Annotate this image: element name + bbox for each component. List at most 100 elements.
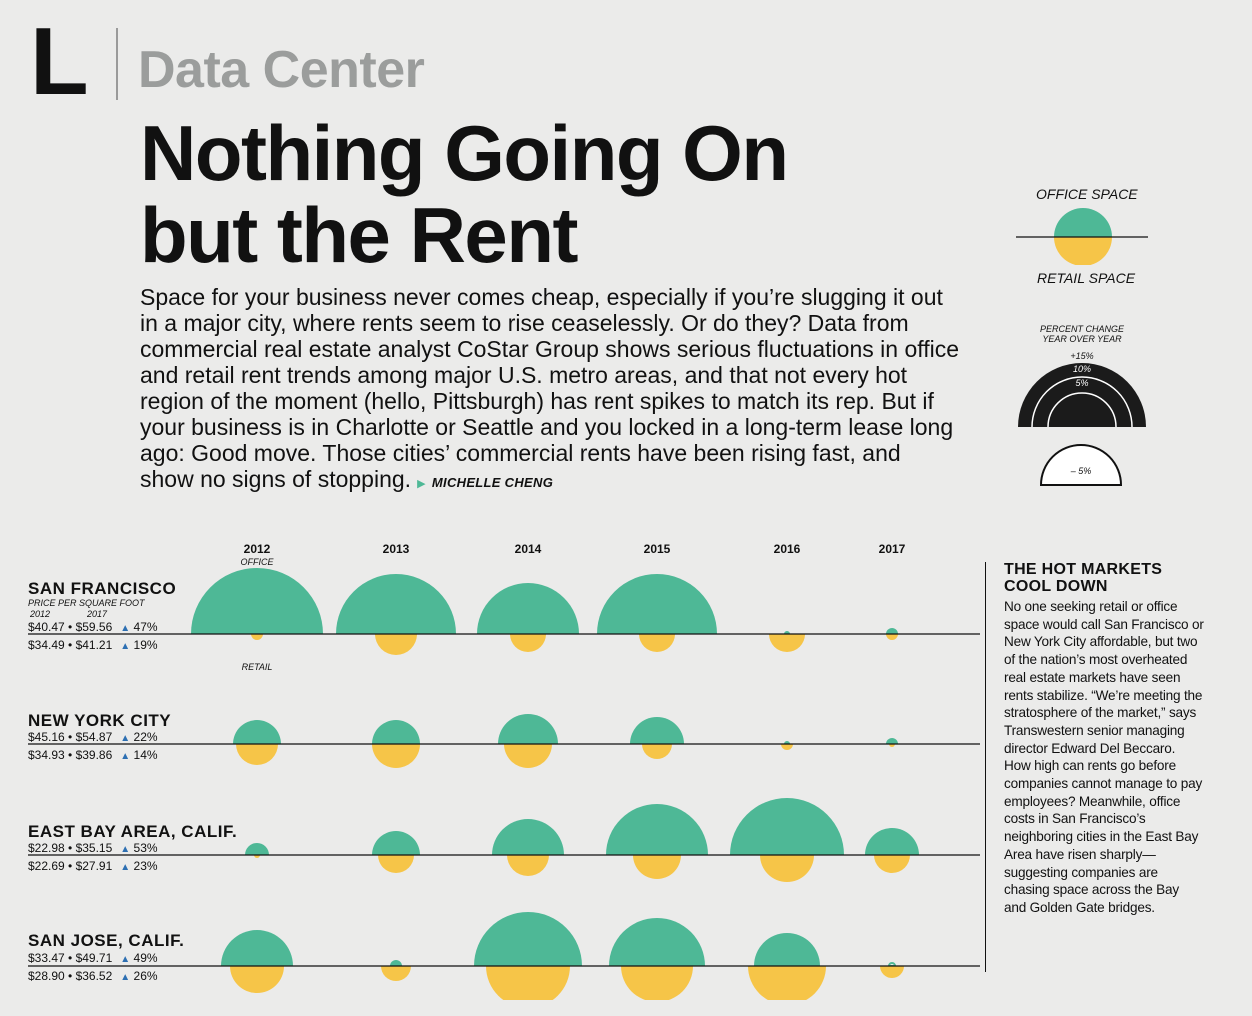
eb-retail-change: 23% xyxy=(133,859,158,873)
year-header-2014: 2014 xyxy=(514,542,542,556)
legend-office-half xyxy=(1054,208,1112,237)
retail-bubble-new-york-city-2013 xyxy=(372,744,420,768)
year-header-2013: 2013 xyxy=(382,542,410,556)
retail-bubble-new-york-city-2015 xyxy=(642,744,672,759)
scale-negative-semicircle xyxy=(1039,444,1123,486)
logo-letter: L xyxy=(30,8,89,115)
price-year-start: 2012 xyxy=(30,609,51,619)
retail-bubble-san-jose-calif-2014 xyxy=(486,966,570,1000)
legend-bubble xyxy=(1016,208,1148,265)
year-header-2017: 2017 xyxy=(878,542,906,556)
up-triangle-icon: ▲ xyxy=(120,862,131,873)
retail-bubble-new-york-city-2012 xyxy=(236,744,278,765)
office-tag: OFFICE xyxy=(240,557,274,567)
percent-change-title-line-1: PERCENT CHANGE xyxy=(1039,324,1124,334)
retail-bubble-east-bay-area-calif-2017 xyxy=(874,855,910,873)
up-triangle-icon: ▲ xyxy=(120,844,131,855)
sf-retail-prices: $34.49 • $41.21 ▲ 19% xyxy=(28,638,158,652)
nyc-office-price-range: $45.16 • $54.87 xyxy=(28,730,113,744)
office-bubble-san-francisco-2013 xyxy=(336,574,456,634)
scale-label-negative: – 5% xyxy=(1070,466,1092,476)
retail-bubble-east-bay-area-calif-2012 xyxy=(254,855,260,858)
office-bubble-new-york-city-2017 xyxy=(886,738,898,744)
office-bubble-san-francisco-2014 xyxy=(477,583,579,634)
scale-label-10: 10% xyxy=(1073,364,1091,374)
nyc-retail-prices: $34.93 • $39.86 ▲ 14% xyxy=(28,748,158,762)
year-header-2012: 2012 xyxy=(243,542,271,556)
headline-line-2: but the Rent xyxy=(140,191,578,279)
year-header-2015: 2015 xyxy=(643,542,671,556)
percent-change-title: PERCENT CHANGE YEAR OVER YEAR xyxy=(1020,324,1144,344)
price-year-end: 2017 xyxy=(87,609,108,619)
office-bubble-san-jose-calif-2016 xyxy=(754,933,820,966)
eb-office-change: 53% xyxy=(133,841,158,855)
retail-bubble-new-york-city-2014 xyxy=(504,744,552,768)
up-triangle-icon: ▲ xyxy=(120,972,131,983)
percent-change-title-line-2: YEAR OVER YEAR xyxy=(1042,334,1122,344)
office-bubble-san-francisco-2015 xyxy=(597,574,717,634)
retail-bubble-east-bay-area-calif-2014 xyxy=(507,855,549,876)
year-header-2016: 2016 xyxy=(773,542,801,556)
retail-bubble-san-francisco-2015 xyxy=(639,634,675,652)
intro-text: Space for your business never comes chea… xyxy=(140,284,960,492)
sj-retail-prices: $28.90 • $36.52 ▲ 26% xyxy=(28,969,158,983)
retail-bubble-san-francisco-2012 xyxy=(251,634,263,640)
eb-retail-price-range: $22.69 • $27.91 xyxy=(28,859,113,873)
intro-paragraph: Space for your business never comes chea… xyxy=(140,284,960,497)
nyc-retail-change: 14% xyxy=(133,748,158,762)
retail-bubble-san-jose-calif-2012 xyxy=(230,966,284,993)
sj-office-price-range: $33.47 • $49.71 xyxy=(28,951,113,965)
retail-bubble-east-bay-area-calif-2015 xyxy=(633,855,681,879)
eb-retail-prices: $22.69 • $27.91 ▲ 23% xyxy=(28,859,158,873)
sf-retail-price-range: $34.49 • $41.21 xyxy=(28,638,113,652)
section-title: Data Center xyxy=(138,41,425,99)
up-triangle-icon: ▲ xyxy=(120,751,131,762)
office-bubble-san-francisco-2016 xyxy=(784,631,790,634)
scale-ring-10 xyxy=(1031,376,1133,428)
nyc-office-change: 22% xyxy=(133,730,158,744)
retail-bubble-san-francisco-2013 xyxy=(375,634,417,655)
office-bubble-east-bay-area-calif-2015 xyxy=(606,804,708,855)
office-bubble-east-bay-area-calif-2014 xyxy=(492,819,564,855)
scale-label-15: +15% xyxy=(1070,351,1093,361)
legend-retail-label: RETAIL SPACE xyxy=(1037,270,1136,286)
city-name-nyc: NEW YORK CITY xyxy=(28,711,172,730)
retail-tag: RETAIL xyxy=(241,662,273,672)
office-bubble-san-jose-calif-2013 xyxy=(390,960,402,966)
office-bubble-san-francisco-2017 xyxy=(886,628,898,634)
headline-line-1: Nothing Going On xyxy=(140,109,789,197)
retail-bubble-san-jose-calif-2015 xyxy=(621,966,693,1000)
scale-legend: +15% 10% 5% – 5% xyxy=(1018,351,1146,486)
city-name-san-jose: SAN JOSE, CALIF. xyxy=(28,931,185,950)
office-bubble-san-jose-calif-2014 xyxy=(474,912,582,966)
retail-bubble-san-francisco-2017 xyxy=(886,634,898,640)
retail-bubble-san-francisco-2014 xyxy=(510,634,546,652)
scale-ring-5 xyxy=(1047,392,1117,428)
sf-retail-change: 19% xyxy=(133,638,158,652)
sj-office-change: 49% xyxy=(133,951,158,965)
office-bubble-new-york-city-2016 xyxy=(784,741,790,744)
sj-retail-price-range: $28.90 • $36.52 xyxy=(28,969,113,983)
retail-bubble-san-francisco-2016 xyxy=(769,634,805,652)
scale-outer-semicircle xyxy=(1018,363,1146,427)
retail-bubble-san-jose-calif-2016 xyxy=(748,966,826,1000)
retail-bubble-new-york-city-2016 xyxy=(781,744,793,750)
nyc-retail-price-range: $34.93 • $39.86 xyxy=(28,748,113,762)
sj-office-prices: $33.47 • $49.71 ▲ 49% xyxy=(28,951,158,965)
eb-office-prices: $22.98 • $35.15 ▲ 53% xyxy=(28,841,158,855)
sidebar-divider xyxy=(985,562,986,972)
retail-bubble-san-jose-calif-2013 xyxy=(381,966,411,981)
office-bubble-new-york-city-2015 xyxy=(630,717,684,744)
sj-retail-change: 26% xyxy=(133,969,158,983)
up-triangle-icon: ▲ xyxy=(120,733,131,744)
office-bubble-east-bay-area-calif-2016 xyxy=(730,798,844,855)
up-triangle-icon: ▲ xyxy=(120,641,131,652)
rent-bubble-chart xyxy=(28,568,980,1000)
office-bubble-san-francisco-2012 xyxy=(191,568,323,634)
sf-office-prices: $40.47 • $59.56 ▲ 47% xyxy=(28,620,158,634)
nyc-office-prices: $45.16 • $54.87 ▲ 22% xyxy=(28,730,158,744)
scale-label-5: 5% xyxy=(1075,378,1088,388)
office-bubble-east-bay-area-calif-2017 xyxy=(865,828,919,855)
eb-office-price-range: $22.98 • $35.15 xyxy=(28,841,113,855)
office-bubble-san-jose-calif-2012 xyxy=(221,930,293,966)
